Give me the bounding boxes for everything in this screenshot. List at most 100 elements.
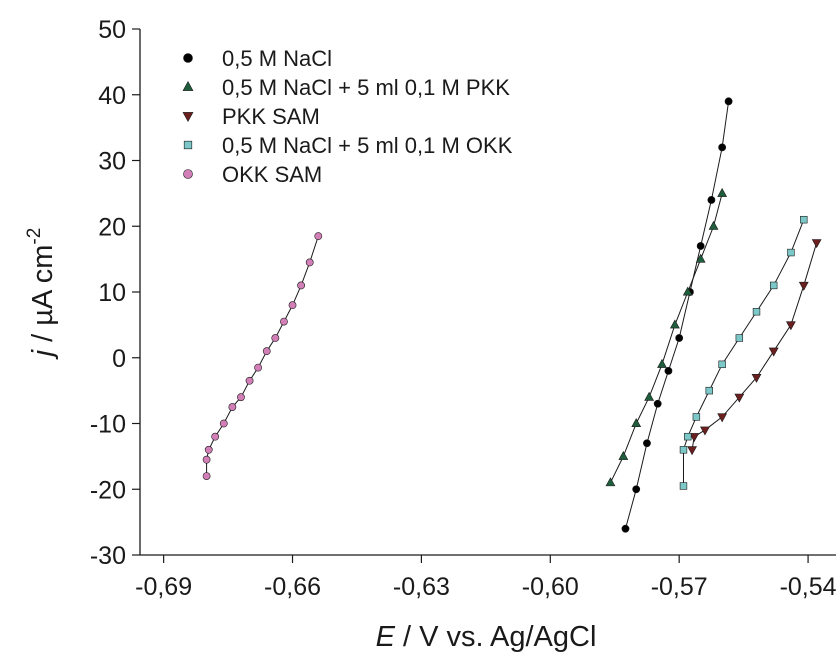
data-point	[692, 413, 701, 421]
data-point	[305, 258, 314, 267]
legend-marker	[182, 80, 194, 91]
data-point	[768, 347, 779, 357]
data-point	[679, 482, 688, 490]
data-point	[262, 347, 271, 356]
x-tick-label: -0,66	[264, 573, 321, 601]
data-point	[657, 358, 667, 368]
data-point	[700, 426, 710, 436]
y-tick-label: -30	[90, 542, 126, 570]
data-point	[228, 403, 237, 411]
y-tick-label: 20	[98, 213, 126, 241]
data-point	[679, 446, 688, 454]
y-tick-label: -20	[90, 476, 126, 504]
data-point	[254, 363, 263, 372]
data-point	[675, 334, 684, 342]
data-point	[751, 373, 762, 383]
x-tick-label: -0,54	[780, 573, 836, 601]
data-point	[271, 334, 280, 342]
series-1-line	[624, 101, 730, 529]
data-point	[644, 391, 655, 401]
series-3-line	[691, 242, 818, 450]
data-point	[288, 301, 297, 310]
data-point	[682, 286, 693, 296]
legend-label: PKK SAM	[222, 104, 320, 129]
data-point	[696, 242, 705, 250]
data-point	[718, 360, 726, 369]
data-point	[202, 472, 211, 480]
legend-marker	[183, 140, 193, 150]
y-tick-label: -10	[90, 411, 126, 439]
data-point	[297, 281, 306, 290]
data-point	[219, 419, 228, 428]
data-point	[684, 432, 692, 441]
data-point	[632, 485, 641, 494]
data-point	[204, 445, 213, 454]
data-point	[811, 239, 822, 249]
data-point	[705, 386, 713, 395]
data-point	[202, 455, 211, 464]
legend-item-2: 0,5 M NaCl + 5 ml 0,1 M PKK	[182, 75, 510, 100]
data-point	[605, 477, 616, 487]
data-point	[798, 281, 809, 291]
series-1	[621, 97, 733, 533]
x-axis-title: E / V vs. Ag/AgCl	[376, 621, 597, 653]
x-axis-title-symbol: E	[376, 621, 396, 653]
data-point	[724, 97, 733, 106]
series-2	[605, 187, 728, 487]
data-point	[314, 232, 323, 241]
data-point	[707, 196, 716, 204]
legend-marker	[183, 53, 193, 63]
series-3	[687, 239, 822, 456]
y-axis-title-superscript: -2	[24, 228, 45, 245]
x-tick-label: -0,69	[135, 573, 192, 601]
data-point	[643, 439, 651, 448]
axes: -30 -20 -10 0 10 20 30 40 50 -0,69 -0,66 -0,63 -0,60…	[90, 16, 836, 601]
data-point	[695, 253, 706, 263]
data-point	[618, 450, 629, 460]
data-point	[621, 524, 630, 533]
data-point	[717, 413, 728, 423]
series-5-line	[206, 235, 319, 477]
data-point	[245, 376, 254, 385]
data-point	[787, 248, 795, 257]
legend-item-3: PKK SAM	[182, 104, 320, 129]
data-point	[280, 317, 288, 326]
series-layer	[202, 97, 822, 533]
series-4	[679, 215, 808, 490]
legend-item-5: OKK SAM	[183, 162, 322, 187]
data-point	[653, 399, 662, 408]
legend-marker	[183, 169, 193, 179]
y-tick-label: 0	[112, 345, 126, 373]
x-tick-label: -0,60	[522, 573, 579, 601]
data-point	[735, 334, 744, 342]
legend-label: 0,5 M NaCl	[222, 46, 332, 71]
legend: 0,5 M NaCl 0,5 M NaCl + 5 ml 0,1 M PKK PKK…	[182, 46, 513, 187]
data-point	[717, 187, 728, 197]
data-point	[734, 393, 745, 403]
data-point	[237, 393, 245, 402]
data-point	[708, 220, 719, 230]
legend-label: 0,5 M NaCl + 5 ml 0,1 M PKK	[222, 75, 510, 100]
data-point	[800, 215, 808, 224]
data-point	[669, 319, 680, 329]
legend-item-1: 0,5 M NaCl	[183, 46, 332, 71]
x-axis-title-text: / V vs. Ag/AgCl	[395, 621, 596, 653]
data-point	[752, 308, 761, 316]
data-point	[211, 432, 220, 441]
data-point	[687, 446, 697, 456]
data-point	[664, 366, 673, 375]
series-5	[202, 232, 323, 480]
y-tick-label: 30	[98, 148, 126, 176]
data-point	[770, 281, 778, 290]
series-2-line	[609, 193, 723, 483]
y-tick-label: 50	[98, 16, 126, 44]
legend-item-4: 0,5 M NaCl + 5 ml 0,1 M OKK	[183, 133, 513, 158]
x-tick-label: -0,57	[651, 573, 708, 601]
legend-marker	[182, 112, 194, 123]
data-point	[785, 321, 796, 331]
legend-label: OKK SAM	[222, 162, 322, 187]
data-point	[631, 418, 642, 428]
data-point	[689, 433, 700, 443]
y-tick-label: 10	[98, 279, 126, 307]
